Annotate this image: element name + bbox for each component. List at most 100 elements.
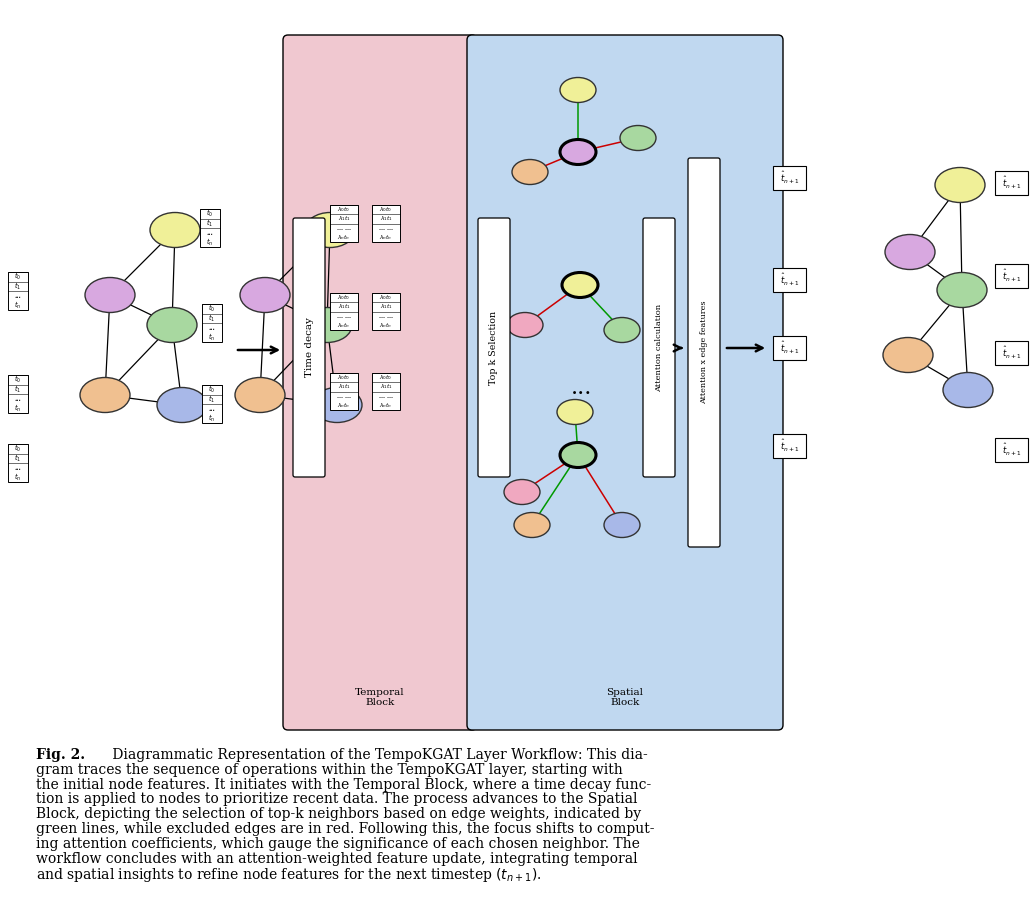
Text: ...: ... bbox=[14, 464, 22, 471]
Text: $\hat{t}_{n+1}$: $\hat{t}_{n+1}$ bbox=[1002, 345, 1022, 361]
Text: $t_n$: $t_n$ bbox=[207, 237, 214, 248]
Text: ...: ... bbox=[572, 377, 592, 399]
Bar bbox=[372, 205, 400, 242]
Text: $t_1$: $t_1$ bbox=[14, 280, 22, 292]
Ellipse shape bbox=[302, 308, 352, 342]
Ellipse shape bbox=[85, 278, 135, 312]
Text: Diagrammatic Representation of the TempoKGAT Layer Workflow: This dia-: Diagrammatic Representation of the Tempo… bbox=[108, 748, 647, 762]
Ellipse shape bbox=[937, 272, 987, 308]
Ellipse shape bbox=[147, 308, 197, 342]
Text: $\lambda_0 t_0$: $\lambda_0 t_0$ bbox=[337, 293, 351, 302]
Text: $\lambda_n t_n$: $\lambda_n t_n$ bbox=[379, 401, 393, 410]
Text: ...: ... bbox=[209, 324, 215, 332]
Text: $t_0$: $t_0$ bbox=[14, 443, 22, 454]
Bar bbox=[200, 209, 220, 247]
Text: $\lambda_1 t_1$: $\lambda_1 t_1$ bbox=[337, 215, 351, 223]
Ellipse shape bbox=[305, 213, 355, 248]
Text: $t_0$: $t_0$ bbox=[209, 384, 215, 395]
Ellipse shape bbox=[504, 480, 540, 504]
FancyBboxPatch shape bbox=[478, 218, 510, 477]
Text: $\lambda_0 t_0$: $\lambda_0 t_0$ bbox=[379, 373, 393, 382]
Text: ... ...: ... ... bbox=[337, 314, 351, 318]
Text: gram traces the sequence of operations within the TempoKGAT layer, starting with: gram traces the sequence of operations w… bbox=[36, 763, 622, 777]
Ellipse shape bbox=[150, 213, 200, 248]
Ellipse shape bbox=[943, 372, 993, 408]
Text: $\lambda_0 t_0$: $\lambda_0 t_0$ bbox=[337, 373, 351, 382]
Bar bbox=[995, 341, 1028, 365]
Text: $t_0$: $t_0$ bbox=[14, 271, 22, 282]
Text: $t_0$: $t_0$ bbox=[209, 303, 215, 314]
Bar bbox=[330, 293, 358, 330]
Ellipse shape bbox=[604, 318, 640, 342]
FancyBboxPatch shape bbox=[283, 35, 477, 730]
Text: $\hat{t}_{n+1}$: $\hat{t}_{n+1}$ bbox=[780, 170, 799, 186]
Ellipse shape bbox=[80, 378, 130, 412]
Text: $\hat{t}_{n+1}$: $\hat{t}_{n+1}$ bbox=[1002, 268, 1022, 284]
Text: $\lambda_n t_n$: $\lambda_n t_n$ bbox=[379, 321, 393, 329]
Text: Top k Selection: Top k Selection bbox=[489, 310, 498, 385]
Ellipse shape bbox=[514, 512, 550, 538]
Bar bbox=[773, 336, 805, 360]
Text: ... ...: ... ... bbox=[379, 226, 393, 230]
FancyBboxPatch shape bbox=[467, 35, 783, 730]
Text: ... ...: ... ... bbox=[337, 226, 351, 230]
Text: $\lambda_1 t_1$: $\lambda_1 t_1$ bbox=[337, 382, 351, 391]
Text: $t_n$: $t_n$ bbox=[14, 299, 22, 311]
Text: $\lambda_n t_n$: $\lambda_n t_n$ bbox=[337, 233, 351, 242]
Ellipse shape bbox=[560, 442, 596, 468]
Text: $\hat{t}_{n+1}$: $\hat{t}_{n+1}$ bbox=[780, 272, 799, 288]
Text: and spatial insights to refine node features for the next timestep $(t_{n+1})$.: and spatial insights to refine node feat… bbox=[36, 866, 542, 885]
Text: $t_n$: $t_n$ bbox=[209, 412, 216, 424]
Ellipse shape bbox=[885, 235, 935, 269]
FancyBboxPatch shape bbox=[643, 218, 675, 477]
Text: $t_0$: $t_0$ bbox=[207, 208, 214, 219]
Text: $t_1$: $t_1$ bbox=[14, 452, 22, 464]
Ellipse shape bbox=[240, 278, 290, 312]
Ellipse shape bbox=[557, 399, 594, 424]
Text: ...: ... bbox=[14, 292, 22, 299]
Text: ... ...: ... ... bbox=[379, 394, 393, 399]
Bar bbox=[372, 293, 400, 330]
Text: Block, depicting the selection of top-k neighbors based on edge weights, indicat: Block, depicting the selection of top-k … bbox=[36, 807, 641, 821]
Text: $\lambda_n t_n$: $\lambda_n t_n$ bbox=[337, 321, 351, 329]
Text: Attention x edge features: Attention x edge features bbox=[700, 300, 708, 404]
Text: $t_n$: $t_n$ bbox=[14, 402, 22, 414]
Text: ... ...: ... ... bbox=[337, 394, 351, 399]
Text: Time decay: Time decay bbox=[304, 318, 313, 378]
Bar bbox=[773, 268, 805, 292]
Text: $\lambda_1 t_1$: $\lambda_1 t_1$ bbox=[379, 302, 393, 311]
Text: Attention calculation: Attention calculation bbox=[655, 303, 663, 391]
Bar bbox=[8, 375, 28, 413]
Text: $\hat{t}_{n+1}$: $\hat{t}_{n+1}$ bbox=[780, 340, 799, 356]
Ellipse shape bbox=[512, 159, 548, 185]
Ellipse shape bbox=[312, 388, 362, 422]
Text: ... ...: ... ... bbox=[379, 314, 393, 318]
Bar bbox=[995, 438, 1028, 462]
Text: ...: ... bbox=[209, 405, 215, 413]
Text: $\hat{t}_{n+1}$: $\hat{t}_{n+1}$ bbox=[1002, 175, 1022, 191]
Bar bbox=[372, 373, 400, 410]
Bar bbox=[8, 272, 28, 310]
Ellipse shape bbox=[935, 167, 985, 203]
Text: workflow concludes with an attention-weighted feature update, integrating tempor: workflow concludes with an attention-wei… bbox=[36, 852, 638, 865]
Bar bbox=[995, 264, 1028, 288]
Text: ing attention coefficients, which gauge the significance of each chosen neighbor: ing attention coefficients, which gauge … bbox=[36, 837, 640, 851]
Text: $t_0$: $t_0$ bbox=[14, 374, 22, 385]
Text: $\lambda_n t_n$: $\lambda_n t_n$ bbox=[337, 401, 351, 410]
Bar bbox=[773, 166, 805, 190]
Ellipse shape bbox=[560, 139, 596, 165]
Text: $t_1$: $t_1$ bbox=[209, 313, 215, 324]
Text: $\lambda_1 t_1$: $\lambda_1 t_1$ bbox=[379, 215, 393, 223]
Bar bbox=[202, 304, 222, 342]
Text: $\lambda_0 t_0$: $\lambda_0 t_0$ bbox=[337, 205, 351, 214]
Ellipse shape bbox=[157, 388, 207, 422]
Text: $t_1$: $t_1$ bbox=[209, 394, 215, 405]
Text: tion is applied to nodes to prioritize recent data. The process advances to the : tion is applied to nodes to prioritize r… bbox=[36, 793, 638, 806]
Text: $t_1$: $t_1$ bbox=[14, 384, 22, 395]
Text: $\hat{t}_{n+1}$: $\hat{t}_{n+1}$ bbox=[780, 438, 799, 454]
Text: $\lambda_1 t_1$: $\lambda_1 t_1$ bbox=[379, 382, 393, 391]
Text: the initial node features. It initiates with the Temporal Block, where a time de: the initial node features. It initiates … bbox=[36, 778, 651, 792]
Bar bbox=[773, 434, 805, 458]
Bar bbox=[330, 205, 358, 242]
Ellipse shape bbox=[507, 312, 543, 338]
